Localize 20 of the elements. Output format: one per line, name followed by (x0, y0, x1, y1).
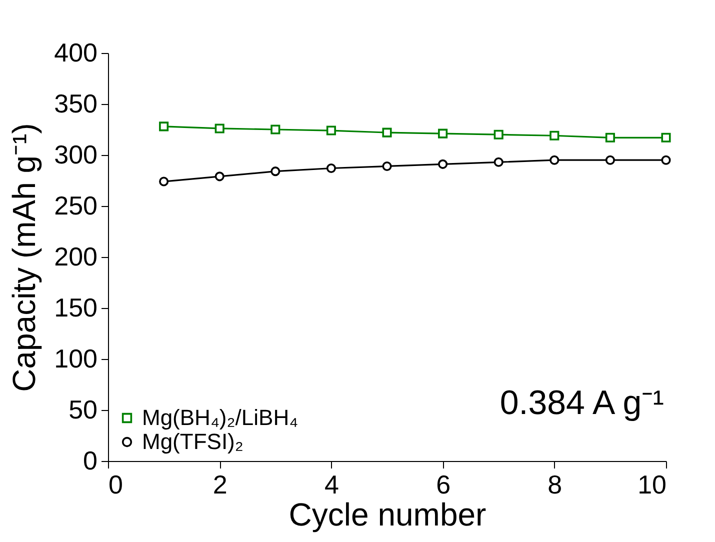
y-tick-label: 200 (54, 242, 98, 272)
y-tick-label: 350 (54, 88, 98, 118)
annotation: 0.384 A g⁻¹ (500, 384, 664, 422)
y-axis-title: Capacity (mAh g⁻¹) (6, 123, 42, 392)
y-tick-label: 150 (54, 292, 98, 322)
y-tick-label: 400 (54, 38, 98, 68)
legend-label: Mg(BH₄)₂/LiBH₄ (142, 405, 298, 430)
y-tick-label: 100 (54, 344, 98, 374)
x-tick-label: 2 (212, 470, 228, 500)
y-tick-label: 50 (68, 394, 98, 424)
y-tick-label: 250 (54, 190, 98, 220)
x-tick-label: 8 (548, 470, 562, 500)
x-axis-title: Cycle number (288, 496, 487, 532)
x-tick-label: 10 (638, 470, 666, 500)
y-tick-label: 300 (54, 140, 98, 170)
legend-label: Mg(TFSI)₂ (142, 429, 244, 454)
x-tick-label: 4 (324, 470, 339, 500)
y-tick-label: 0 (83, 446, 98, 476)
x-tick-label: 6 (436, 470, 451, 500)
x-tick-label: 0 (108, 470, 123, 500)
